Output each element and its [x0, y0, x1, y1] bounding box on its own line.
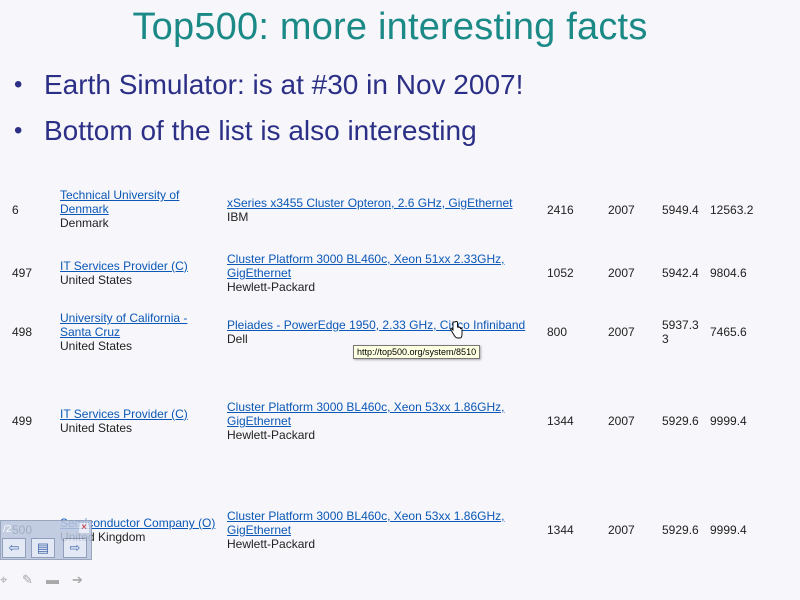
slide-title: Top500: more interesting facts	[132, 6, 648, 48]
system-link[interactable]: xSeries x3455 Cluster Opteron, 2.6 GHz, …	[227, 196, 513, 210]
system-vendor: IBM	[227, 210, 249, 224]
highlighter-icon[interactable]: ▬	[46, 572, 59, 587]
site-country: United States	[60, 273, 133, 287]
system-vendor: Hewlett-Packard	[227, 280, 316, 294]
rank-cell: 498	[12, 325, 33, 339]
site-country: United States	[60, 421, 133, 435]
year-cell: 2007	[608, 414, 635, 428]
bullet-item: Bottom of the list is also interesting	[14, 112, 523, 158]
bullet-list: Earth Simulator: is at #30 in Nov 2007! …	[14, 66, 523, 158]
system-link[interactable]: Cluster Platform 3000 BL460c, Xeon 51xx …	[227, 252, 505, 280]
site-country: Denmark	[60, 216, 109, 230]
system-vendor: Dell	[227, 332, 248, 346]
system-link[interactable]: Cluster Platform 3000 BL460c, Xeon 53xx …	[227, 400, 505, 428]
close-icon[interactable]: ×	[79, 523, 89, 533]
rank-cell: 6	[12, 203, 19, 217]
year-cell: 2007	[608, 325, 635, 339]
rpeak-cell: 9999.4	[710, 523, 747, 537]
site-link[interactable]: Semiconductor Company (O)	[60, 516, 216, 530]
rmax-cell: 5949.4	[662, 203, 699, 217]
year-cell: 2007	[608, 203, 635, 217]
rpeak-cell: 7465.6	[710, 325, 747, 339]
rmax-cell: 5929.6	[662, 523, 699, 537]
pen-icon[interactable]: ✎	[22, 572, 33, 587]
processors-cell: 1344	[547, 414, 574, 428]
rank-cell: 499	[12, 414, 33, 428]
next-slide-button[interactable]: ⇨	[63, 538, 87, 558]
rpeak-cell: 12563.2	[710, 203, 754, 217]
site-link[interactable]: University of California - Santa Cruz	[60, 311, 188, 339]
forward-icon[interactable]: ➔	[72, 572, 83, 587]
link-tooltip: http://top500.org/system/8510	[353, 345, 481, 359]
rmax-cell: 5937.3 3	[662, 318, 699, 346]
rpeak-cell: 9999.4	[710, 414, 747, 428]
pointer-icon[interactable]: ⌖	[0, 572, 8, 587]
rmax-cell: 5929.6	[662, 414, 699, 428]
site-link[interactable]: IT Services Provider (C)	[60, 407, 188, 421]
rpeak-cell: 9804.6	[710, 266, 747, 280]
site-link[interactable]: IT Services Provider (C)	[60, 259, 188, 273]
system-link[interactable]: Pleiades - PowerEdge 1950, 2.33 GHz, Cis…	[227, 318, 526, 332]
processors-cell: 800	[547, 325, 568, 339]
rank-cell: 497	[12, 266, 33, 280]
system-vendor: Hewlett-Packard	[227, 537, 316, 551]
processors-cell: 2416	[547, 203, 574, 217]
bullet-item: Earth Simulator: is at #30 in Nov 2007!	[14, 66, 523, 112]
processors-cell: 1344	[547, 523, 574, 537]
year-cell: 2007	[608, 523, 635, 537]
prev-slide-button[interactable]: ⇦	[2, 538, 26, 558]
year-cell: 2007	[608, 266, 635, 280]
hand-cursor-icon	[450, 321, 463, 339]
slide-nav-panel: /2 × ⇦ ▤ ⇨	[0, 520, 92, 560]
page-indicator: /2	[3, 524, 12, 535]
site-link[interactable]: Technical University of Denmark	[60, 188, 180, 216]
processors-cell: 1052	[547, 266, 574, 280]
system-vendor: Hewlett-Packard	[227, 428, 316, 442]
rmax-cell: 5942.4	[662, 266, 699, 280]
site-country: United States	[60, 339, 133, 353]
slide-menu-button[interactable]: ▤	[31, 538, 55, 558]
system-link[interactable]: Cluster Platform 3000 BL460c, Xeon 53xx …	[227, 509, 505, 537]
